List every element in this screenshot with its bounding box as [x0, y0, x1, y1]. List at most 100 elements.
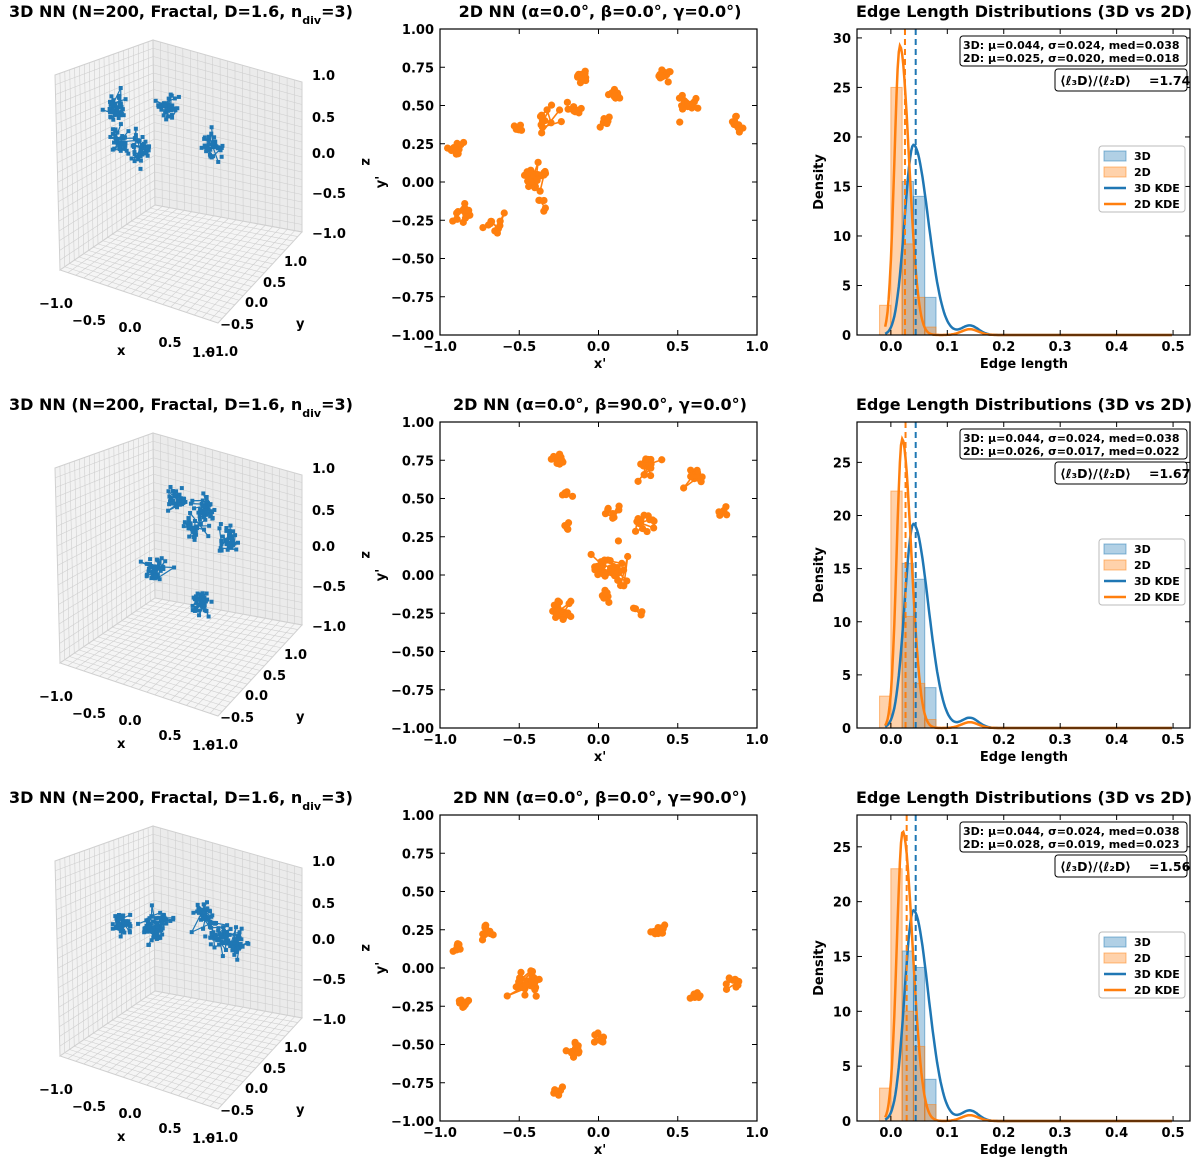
- x-tick-label: 0.0: [118, 714, 141, 729]
- z-tick-label: 1.0: [312, 462, 335, 477]
- node-point: [453, 945, 461, 953]
- y-tick-label: −0.5: [220, 318, 254, 333]
- node-point: [163, 559, 168, 564]
- node-point: [114, 106, 119, 111]
- grid-line: [150, 207, 298, 237]
- plot-frame: [856, 814, 1191, 1122]
- edge: [220, 533, 230, 549]
- node-point: [132, 136, 137, 141]
- y-tick-label: −0.25: [391, 1000, 434, 1015]
- y-tick-label: 0.00: [402, 176, 434, 191]
- node-point: [220, 534, 225, 539]
- node-point: [453, 209, 461, 217]
- grid-line: [249, 853, 251, 1009]
- title-main: 3D NN (N=200, Fractal, D=1.6, n: [9, 395, 302, 414]
- node-point: [126, 919, 131, 924]
- grid-line: [194, 227, 281, 316]
- node-point: [188, 501, 193, 506]
- grid-line: [142, 829, 146, 998]
- y-tick-label: 0.0: [245, 1082, 268, 1097]
- x-tick-label: 1.0: [192, 739, 215, 754]
- node-point: [535, 196, 543, 204]
- node-point: [227, 932, 232, 937]
- grid-line: [57, 138, 155, 193]
- stats-box: [959, 821, 1188, 853]
- x-tick-label: −0.5: [502, 1126, 536, 1141]
- node-point: [192, 608, 197, 613]
- node-point: [198, 593, 203, 598]
- node-point: [150, 929, 155, 934]
- grid-line: [112, 626, 265, 667]
- panel-title: 3D NN (N=200, Fractal, D=1.6, ndiv=3): [9, 395, 353, 420]
- y-tick-label: −0.75: [391, 1077, 434, 1092]
- edge: [158, 96, 180, 106]
- edge: [192, 592, 203, 607]
- edge: [114, 916, 117, 929]
- node-point: [202, 910, 207, 915]
- y-tick-label: 0.5: [263, 1062, 286, 1077]
- edge: [619, 556, 629, 586]
- node-point: [232, 937, 237, 942]
- y-tick-label: 0.5: [263, 669, 286, 684]
- node-point: [164, 117, 169, 122]
- node-point: [207, 523, 212, 528]
- grid-line: [154, 556, 303, 588]
- title-main: 3D NN (N=200, Fractal, D=1.6, n: [9, 2, 302, 21]
- grid-line: [146, 1005, 237, 1086]
- y-tick-label: −1.0: [204, 345, 238, 360]
- node-point: [196, 608, 201, 613]
- node-point: [110, 127, 115, 132]
- bar-2d: [901, 1010, 914, 1122]
- grid-line: [58, 163, 155, 222]
- node-point: [559, 458, 567, 466]
- node-point: [208, 935, 213, 940]
- edge: [110, 98, 126, 105]
- y-tick-label: −0.75: [391, 291, 434, 306]
- grid-line: [116, 623, 269, 662]
- node-point: [591, 563, 599, 571]
- node-point: [224, 526, 229, 531]
- z-tick-label: 1.0: [312, 69, 335, 84]
- node-point: [616, 94, 624, 102]
- grid-line: [59, 572, 155, 635]
- node-point: [129, 156, 134, 161]
- edge: [190, 503, 211, 505]
- y-tick-label: 1.00: [402, 809, 434, 824]
- y-tick-label: 5: [842, 279, 851, 294]
- grid-line: [116, 230, 269, 269]
- node-point: [171, 501, 176, 506]
- node-point: [181, 524, 186, 529]
- histogram-panel: Edge Length Distributions (3D vs 2D) 0.0 0…: [812, 2, 1192, 372]
- node-point: [567, 612, 575, 621]
- edge: [119, 917, 131, 933]
- node-point: [666, 68, 674, 76]
- grid-line: [154, 171, 303, 203]
- title-subscript: div: [302, 407, 322, 420]
- node-point: [120, 107, 125, 112]
- grid-line: [135, 610, 286, 644]
- node-point: [234, 547, 239, 552]
- grid-line: [140, 214, 290, 246]
- grid-line: [138, 611, 229, 690]
- panel-title: 3D NN (N=200, Fractal, D=1.6, ndiv=3): [9, 2, 353, 27]
- x-tick-label: 0.5: [158, 729, 181, 744]
- grid-line: [121, 227, 273, 265]
- 2d-panel: 2D NN (α=0.0°, β=0.0°, γ=0.0°) −1.0 −0.5 0.…: [374, 2, 769, 372]
- grid-line: [154, 188, 303, 218]
- node-point: [240, 944, 245, 949]
- grid-line: [170, 616, 259, 701]
- node-point: [216, 926, 221, 931]
- node-point: [208, 942, 213, 947]
- node-point: [169, 113, 174, 118]
- node-point: [208, 154, 213, 159]
- node-point: [124, 148, 129, 153]
- y-tick-label: 1.00: [402, 23, 434, 38]
- grid-line: [147, 827, 151, 995]
- node-point: [694, 104, 702, 112]
- x-axis-label: Edge length: [980, 357, 1068, 372]
- grid-line: [209, 230, 295, 321]
- grid-line: [112, 233, 265, 274]
- edge: [214, 922, 228, 926]
- x-tick-label: 1.0: [745, 340, 768, 355]
- grid-line: [242, 458, 244, 615]
